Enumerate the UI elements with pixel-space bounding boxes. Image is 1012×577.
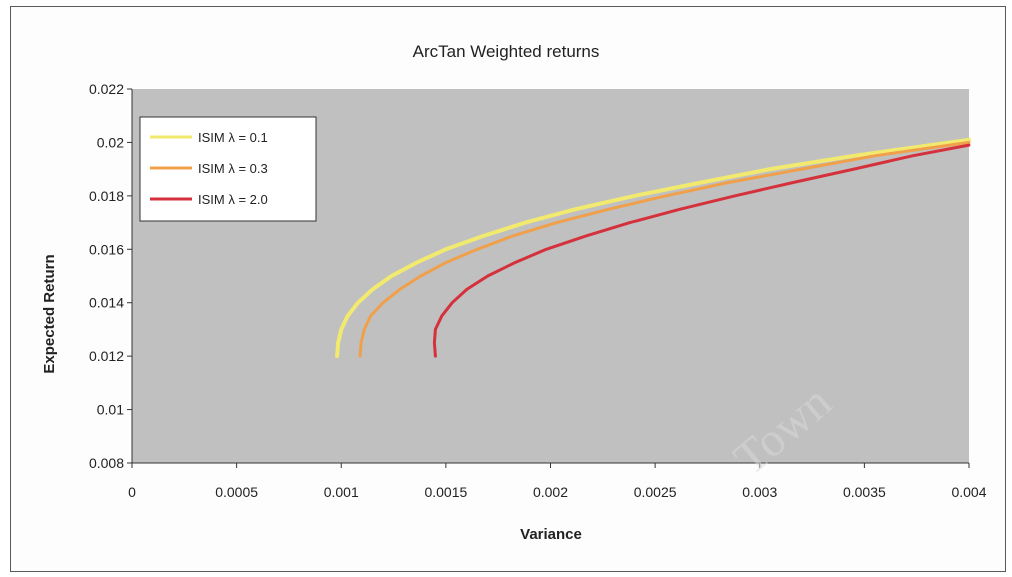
x-tick-label: 0.0035	[843, 484, 886, 500]
x-tick-label: 0.0005	[215, 484, 258, 500]
series-line-1	[335, 137, 971, 359]
series-line-3	[432, 143, 971, 358]
y-tick-label: 0.008	[89, 455, 124, 471]
legend-label-1: ISIM λ = 0.1	[198, 130, 268, 145]
series-line-2	[358, 140, 971, 358]
x-axis-title: Variance	[520, 526, 582, 543]
y-tick-label: 0.014	[89, 295, 124, 311]
y-tick-label: 0.012	[89, 348, 124, 364]
legend-label-3: ISIM λ = 2.0	[198, 192, 268, 207]
chart-frame: ArcTan Weighted returns 0.008 0.01 0.012 0.…	[10, 6, 1006, 572]
y-tick-label: 0.01	[97, 402, 124, 418]
legend-label-2: ISIM λ = 0.3	[198, 161, 268, 176]
x-tick-label: 0.0025	[634, 484, 677, 500]
x-tick-label: 0.001	[324, 484, 359, 500]
x-tick-label: 0.0015	[424, 484, 467, 500]
y-tick-label: 0.016	[89, 241, 124, 257]
y-tick-label: 0.018	[89, 188, 124, 204]
x-tick-label: 0.003	[742, 484, 777, 500]
series-layer	[335, 137, 971, 359]
y-axis: 0.008 0.01 0.012 0.014 0.016 0.018 0.02 0.022	[89, 81, 133, 471]
legend: ISIM λ = 0.1 ISIM λ = 0.3 ISIM λ = 2.0	[139, 116, 317, 222]
y-tick-label: 0.022	[89, 81, 124, 97]
chart-svg: ArcTan Weighted returns 0.0080.010.0120.…	[41, 42, 987, 543]
y-tick-label: 0.02	[97, 134, 124, 150]
x-axis: 0 0.0005 0.001 0.0015 0.002 0.0025 0.003 0.0035…	[128, 462, 987, 500]
x-tick-label: 0.002	[533, 484, 568, 500]
x-tick-label: 0	[128, 484, 136, 500]
x-tick-label: 0.004	[951, 484, 986, 500]
y-axis-title: Expected Return	[41, 254, 58, 373]
chart-title: ArcTan Weighted returns	[413, 42, 600, 61]
